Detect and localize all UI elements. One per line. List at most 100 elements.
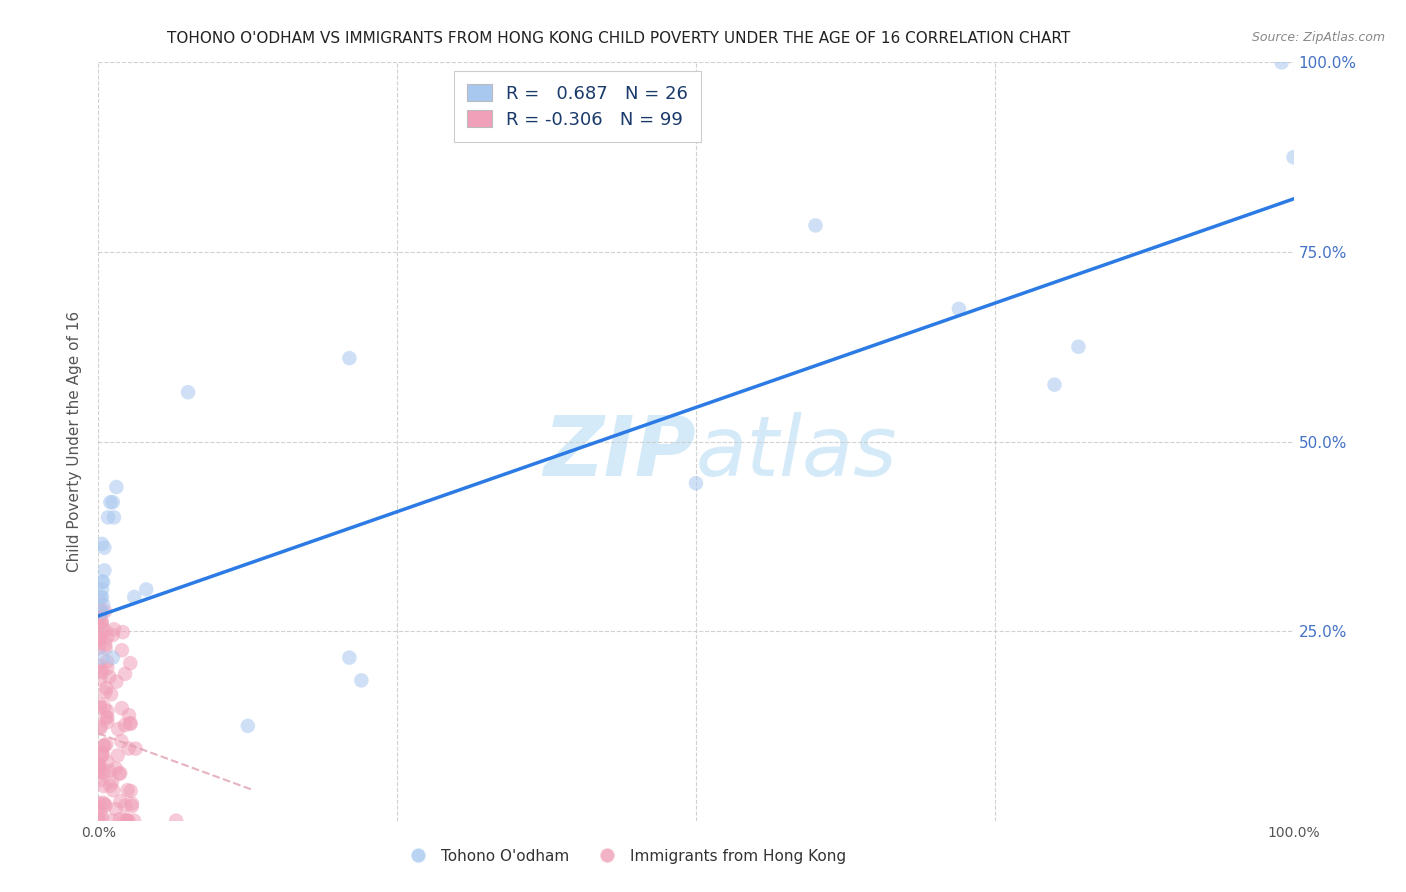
Point <box>101 495 124 509</box>
Point <box>101 783 124 797</box>
Point <box>118 716 141 731</box>
Point <box>93 564 115 578</box>
Point <box>89 700 111 714</box>
Point <box>90 745 112 759</box>
Point <box>91 810 114 824</box>
Point <box>89 760 111 774</box>
Point <box>96 737 118 751</box>
Point <box>93 766 115 780</box>
Point <box>107 748 129 763</box>
Point <box>91 598 114 612</box>
Point <box>122 814 145 828</box>
Point <box>94 798 117 813</box>
Point <box>94 685 117 699</box>
Point <box>118 708 141 723</box>
Point <box>115 814 138 828</box>
Point <box>89 805 111 819</box>
Point <box>110 766 132 780</box>
Point <box>89 697 111 711</box>
Point <box>89 673 111 687</box>
Point <box>93 779 115 793</box>
Point <box>108 812 131 826</box>
Point <box>90 606 112 620</box>
Point <box>93 739 115 753</box>
Point <box>91 574 114 589</box>
Point <box>90 627 112 641</box>
Point <box>101 814 124 828</box>
Point <box>96 661 118 675</box>
Point <box>90 615 112 629</box>
Point <box>89 594 111 608</box>
Point <box>117 814 139 828</box>
Point <box>89 605 111 619</box>
Point <box>91 590 114 604</box>
Point <box>110 734 132 748</box>
Point <box>111 643 134 657</box>
Point <box>1282 150 1305 164</box>
Point <box>91 747 114 762</box>
Point <box>98 779 121 793</box>
Point <box>93 541 115 555</box>
Point <box>91 537 114 551</box>
Point <box>114 666 136 681</box>
Point <box>339 650 361 665</box>
Point <box>111 625 134 640</box>
Point <box>96 755 118 769</box>
Point <box>236 719 259 733</box>
Point <box>96 710 118 724</box>
Point <box>90 590 112 604</box>
Y-axis label: Child Poverty Under the Age of 16: Child Poverty Under the Age of 16 <box>67 311 83 572</box>
Point <box>87 756 110 771</box>
Point <box>96 655 118 669</box>
Point <box>97 510 120 524</box>
Point <box>114 813 136 827</box>
Point <box>90 604 112 618</box>
Point <box>90 620 112 634</box>
Point <box>1271 55 1294 70</box>
Point <box>804 219 827 233</box>
Point <box>120 656 142 670</box>
Point <box>115 814 138 828</box>
Point <box>100 687 122 701</box>
Point <box>165 814 187 828</box>
Point <box>948 301 970 316</box>
Point <box>117 783 139 797</box>
Point <box>87 757 110 772</box>
Point <box>121 799 143 814</box>
Legend: Tohono O'odham, Immigrants from Hong Kong: Tohono O'odham, Immigrants from Hong Kon… <box>396 843 852 870</box>
Point <box>94 638 117 652</box>
Point <box>105 480 128 494</box>
Point <box>87 810 110 824</box>
Point <box>93 700 115 714</box>
Text: ZIP: ZIP <box>543 412 696 493</box>
Point <box>91 605 114 619</box>
Point <box>107 722 129 736</box>
Point <box>96 681 118 695</box>
Point <box>339 351 361 366</box>
Point <box>87 764 110 778</box>
Point <box>105 674 128 689</box>
Point <box>103 622 125 636</box>
Point <box>90 615 112 630</box>
Point <box>120 716 142 731</box>
Point <box>94 624 117 638</box>
Point <box>89 611 111 625</box>
Point <box>87 641 110 656</box>
Point <box>114 718 136 732</box>
Point <box>121 797 143 811</box>
Point <box>101 628 124 642</box>
Point <box>89 664 111 678</box>
Point <box>101 650 124 665</box>
Point <box>91 765 114 780</box>
Point <box>94 710 117 724</box>
Point <box>97 764 120 778</box>
Point <box>96 714 118 729</box>
Point <box>89 632 111 646</box>
Point <box>91 582 114 597</box>
Point <box>135 582 157 597</box>
Point <box>91 796 114 810</box>
Point <box>94 604 117 618</box>
Point <box>91 665 114 680</box>
Point <box>87 797 110 811</box>
Point <box>350 673 373 688</box>
